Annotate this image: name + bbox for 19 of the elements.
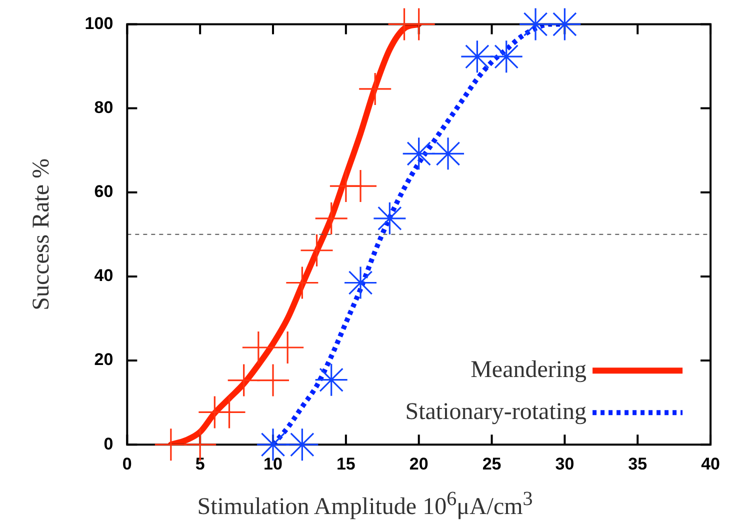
x-tick-label: 25 [482,454,502,474]
y-tick-label: 100 [84,14,114,33]
x-tick-label: 5 [195,454,205,474]
x-tick-label: 10 [264,454,282,474]
x-axis-title: Stimulation Amplitude 10$^{6}$μA/cm$^{3}$ [196,488,534,521]
y-tick-label: 0 [104,434,114,454]
y-tick-label: 40 [94,266,114,286]
x-tick-label: 30 [555,454,574,474]
x-tick-label: 35 [628,454,648,474]
legend-label: Meandering [470,356,587,383]
y-axis-title: Success Rate % [28,158,55,310]
x-tick-label: 20 [409,454,428,474]
y-tick-label: 80 [94,98,114,117]
y-tick-label: 20 [94,350,114,370]
y-tick-label: 60 [94,182,114,202]
x-tick-label: 0 [122,454,132,474]
legend-label: Stationary-rotating [405,398,587,425]
x-tick-label: 40 [701,454,720,474]
x-tick-label: 15 [336,454,356,474]
